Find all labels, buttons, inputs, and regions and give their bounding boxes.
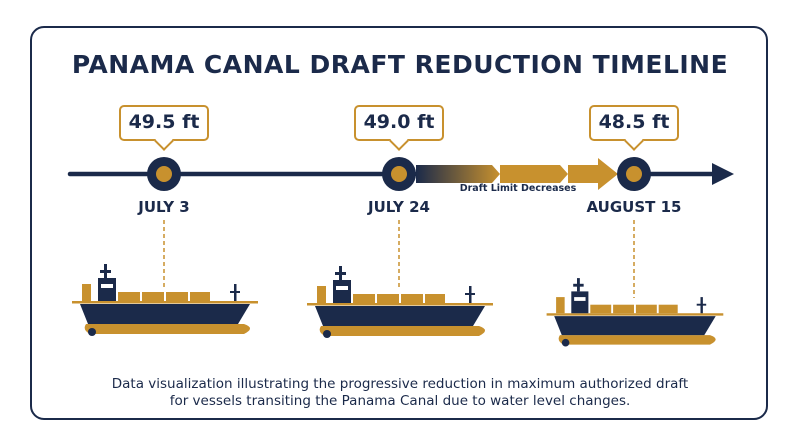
ship-icon-july-3 xyxy=(72,264,258,336)
draft-decrease-label: Draft Limit Decreases xyxy=(460,183,577,194)
date-label-august-15: AUGUST 15 xyxy=(586,198,682,216)
caption-line-2: for vessels transiting the Panama Canal … xyxy=(169,393,631,409)
ship-icon-august-15 xyxy=(546,278,724,347)
ship-icon-july-24 xyxy=(307,266,493,338)
date-label-july-24: JULY 24 xyxy=(368,198,430,216)
timeline-marker-august-15 xyxy=(617,157,651,191)
infographic-frame xyxy=(30,26,768,420)
timeline-marker-july-3 xyxy=(147,157,181,191)
page-title: PANAMA CANAL DRAFT REDUCTION TIMELINE xyxy=(71,50,729,79)
timeline-marker-july-24 xyxy=(382,157,416,191)
draft-callout-august-15: 48.5 ft xyxy=(589,105,679,141)
caption-line-1: Data visualization illustrating the prog… xyxy=(111,376,689,392)
draft-callout-july-3: 49.5 ft xyxy=(119,105,209,141)
caption: Data visualization illustrating the prog… xyxy=(100,376,700,410)
draft-callout-july-24: 49.0 ft xyxy=(354,105,444,141)
date-label-july-3: JULY 3 xyxy=(138,198,190,216)
